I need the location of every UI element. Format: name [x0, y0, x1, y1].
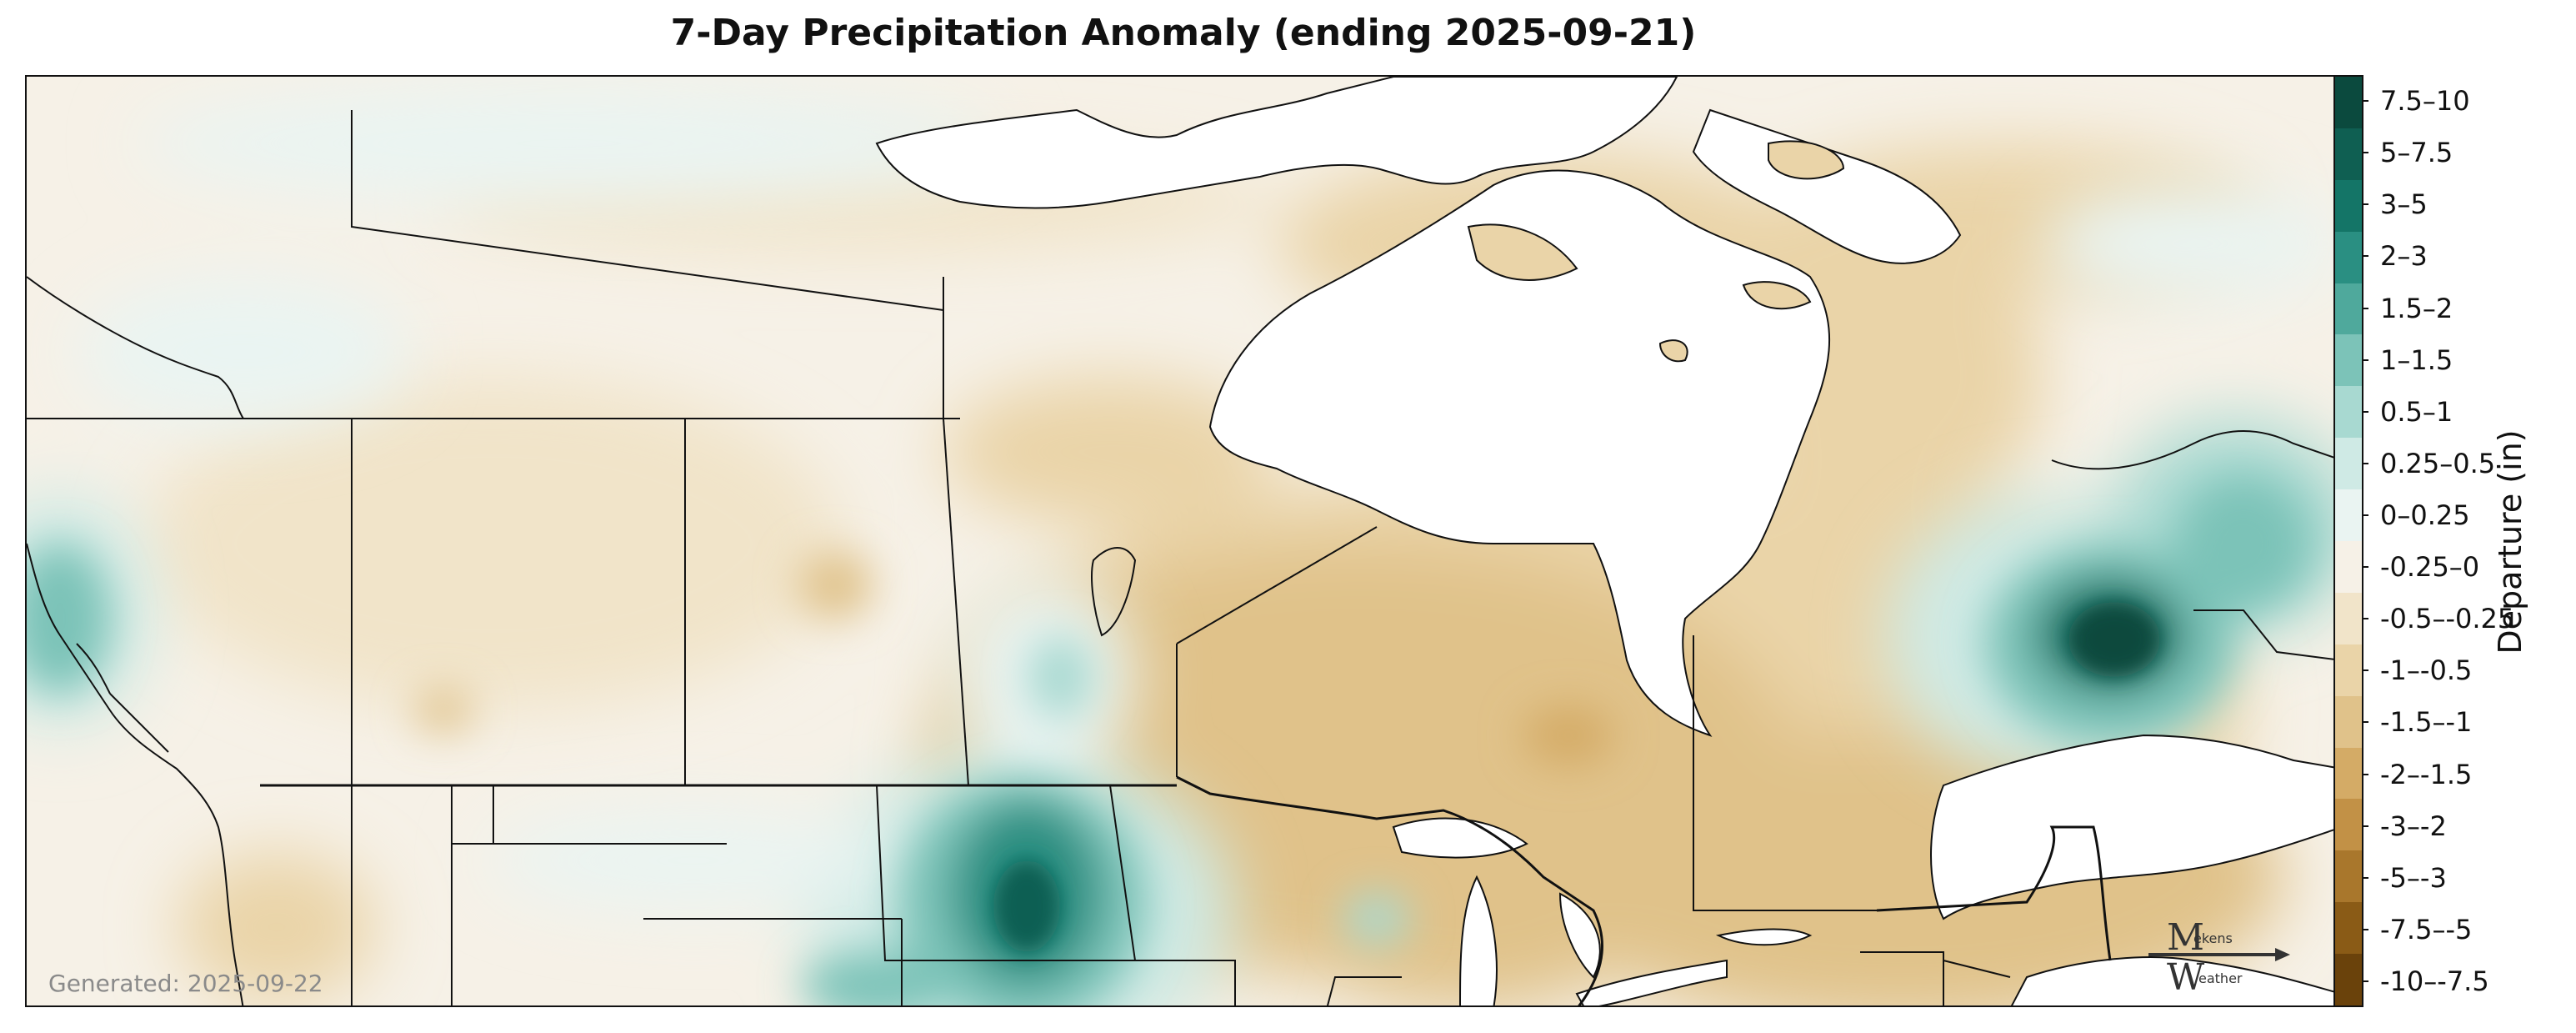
svg-text:W: W — [2167, 956, 2205, 996]
colorbar-tick-label: -3–-2 — [2380, 810, 2447, 842]
colorbar-tick — [2362, 566, 2368, 569]
atlantic — [2010, 956, 2338, 1005]
colorbar-tick — [2362, 203, 2368, 206]
lake-superior — [1392, 817, 1528, 859]
mekens-weather-logo: M ekens W eather — [2142, 913, 2292, 999]
colorbar-tick — [2362, 462, 2368, 464]
map-canvas — [27, 77, 2338, 1005]
colorbar-tick — [2362, 514, 2368, 516]
colorbar-swatch — [2335, 954, 2362, 1006]
colorbar-swatch — [2335, 283, 2362, 335]
colorbar-tick-label: 5–7.5 — [2380, 137, 2453, 169]
lake-ontario — [1715, 928, 1813, 946]
hudson-bay — [1208, 169, 1831, 737]
colorbar-tick — [2362, 307, 2368, 309]
colorbar-tick-label: 0.5–1 — [2380, 395, 2453, 428]
colorbar-swatch — [2335, 128, 2362, 180]
colorbar — [2333, 75, 2363, 1007]
colorbar-swatch — [2335, 334, 2362, 387]
colorbar-tick — [2362, 152, 2368, 154]
colorbar-swatch — [2335, 902, 2362, 955]
colorbar-tick — [2362, 618, 2368, 620]
colorbar-tick-label: -0.5–-0.25 — [2380, 603, 2515, 635]
colorbar-swatch — [2335, 231, 2362, 283]
colorbar-swatch — [2335, 644, 2362, 696]
colorbar-tick-label: 7.5–10 — [2380, 85, 2470, 118]
islands — [1467, 140, 1845, 363]
colorbar-swatch — [2335, 438, 2362, 490]
colorbar-tick-label: 1.5–2 — [2380, 292, 2453, 324]
colorbar-swatch — [2335, 695, 2362, 748]
colorbar-tick — [2362, 669, 2368, 672]
colorbar-tick — [2362, 980, 2368, 982]
colorbar-tick-label: -0.25–0 — [2380, 551, 2480, 584]
lake-huron — [1558, 892, 1601, 979]
lake-winnipeg — [1091, 547, 1137, 637]
colorbar-tick — [2362, 928, 2368, 930]
colorbar-tick-label: 3–5 — [2380, 188, 2428, 221]
colorbar-tick-label: 1–1.5 — [2380, 343, 2453, 376]
svg-text:eather: eather — [2198, 970, 2243, 986]
colorbar-tick — [2362, 410, 2368, 413]
colorbar-tick-label: -1–-0.5 — [2380, 654, 2473, 687]
colorbar-tick-label: -5–-3 — [2380, 861, 2447, 894]
colorbar-tick-label: 0.25–0.5 — [2380, 447, 2496, 479]
colorbar-swatch — [2335, 850, 2362, 903]
generated-date: Generated: 2025-09-22 — [48, 970, 323, 997]
colorbar-labels: 7.5–10 5–7.5 3–5 2–3 1.5–2 1–1.5 0.5–1 0.25–0.5… — [2362, 75, 2542, 1007]
svg-text:ekens: ekens — [2193, 930, 2233, 946]
coastlines — [27, 276, 2338, 1005]
colorbar-axis-label: Departure (in) — [2492, 429, 2528, 654]
colorbar-tick — [2362, 255, 2368, 258]
lake-erie — [1575, 959, 1728, 1005]
colorbar-swatch — [2335, 541, 2362, 593]
colorbar-tick-label: 2–3 — [2380, 240, 2428, 273]
colorbar-tick-label: -10–-7.5 — [2380, 965, 2489, 997]
colorbar-tick-label: 0–0.25 — [2380, 499, 2470, 531]
colorbar-swatch — [2335, 489, 2362, 542]
colorbar-tick — [2362, 721, 2368, 724]
colorbar-tick — [2362, 825, 2368, 827]
colorbar-swatch — [2335, 179, 2362, 232]
colorbar-tick — [2362, 359, 2368, 361]
colorbar-swatch — [2335, 747, 2362, 800]
water-bodies — [875, 77, 2338, 1005]
map-title: 7-Day Precipitation Anomaly (ending 2025… — [670, 12, 1697, 54]
colorbar-tick-label: -7.5–-5 — [2380, 913, 2473, 945]
colorbar-swatch — [2335, 592, 2362, 644]
colorbar-swatch — [2335, 799, 2362, 851]
lake-michigan — [1459, 875, 1498, 1005]
arctic-channels — [875, 77, 1678, 209]
colorbar-swatch — [2335, 386, 2362, 439]
political-boundaries — [27, 110, 2112, 1005]
colorbar-tick — [2362, 876, 2368, 879]
colorbar-tick — [2362, 100, 2368, 103]
svg-text:M: M — [2167, 916, 2204, 959]
st-lawrence-gulf — [1930, 734, 2338, 920]
colorbar-swatch — [2335, 77, 2362, 128]
colorbar-tick-label: -1.5–-1 — [2380, 706, 2473, 739]
precipitation-anomaly-map — [25, 75, 2340, 1007]
colorbar-tick-label: -2–-1.5 — [2380, 758, 2473, 790]
colorbar-tick — [2362, 773, 2368, 775]
